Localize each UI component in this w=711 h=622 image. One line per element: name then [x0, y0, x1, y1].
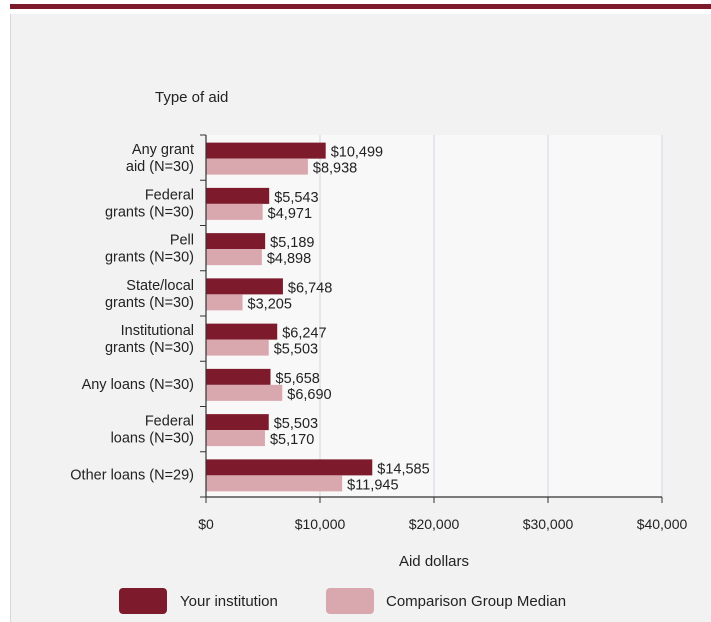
value-label: $6,247: [282, 326, 326, 342]
bar-your-institution: [206, 459, 373, 476]
top-rule: [10, 4, 711, 9]
bar-comparison-median: [206, 203, 263, 220]
bar-your-institution: [206, 368, 271, 385]
bar-comparison-median: [206, 249, 262, 266]
bar-your-institution: [206, 233, 266, 250]
bar-comparison-median: [206, 475, 343, 492]
category-label: Federal: [145, 414, 194, 430]
value-label: $5,658: [276, 371, 320, 387]
category-label: loans (N=30): [111, 431, 194, 447]
value-label: $5,503: [274, 342, 318, 358]
value-label: $5,189: [270, 235, 314, 251]
bar-your-institution: [206, 414, 269, 431]
value-label: $5,543: [274, 190, 318, 206]
bar-comparison-median: [206, 158, 308, 175]
value-label: $5,170: [270, 432, 314, 448]
legend-swatch-your-institution: [119, 588, 167, 614]
category-label: aid (N=30): [126, 159, 194, 175]
legend-label-comparison-median: Comparison Group Median: [386, 593, 566, 610]
x-tick-label: $10,000: [295, 516, 346, 532]
category-label: Pell: [170, 233, 194, 249]
y-axis-title: Type of aid: [155, 89, 228, 106]
bar-your-institution: [206, 278, 283, 295]
bar-comparison-median: [206, 294, 243, 311]
category-label: Any grant: [132, 142, 194, 158]
legend-label-your-institution: Your institution: [180, 593, 278, 610]
category-label: Any loans (N=30): [82, 377, 194, 393]
category-label: grants (N=30): [105, 295, 194, 311]
category-label: grants (N=30): [105, 204, 194, 220]
bar-comparison-median: [206, 384, 283, 401]
value-label: $6,748: [288, 280, 332, 296]
category-label: Federal: [145, 187, 194, 203]
x-tick-label: $40,000: [637, 516, 688, 532]
value-label: $8,938: [313, 161, 357, 177]
bar-your-institution: [206, 142, 326, 159]
value-label: $6,690: [287, 387, 331, 403]
value-label: $4,898: [267, 251, 311, 267]
x-tick-label: $0: [198, 516, 214, 532]
category-label: grants (N=30): [105, 340, 194, 356]
bar-your-institution: [206, 187, 270, 204]
value-label: $3,205: [248, 296, 292, 312]
category-label: Other loans (N=29): [70, 467, 194, 483]
category-label: Institutional: [121, 323, 194, 339]
value-label: $14,585: [377, 461, 429, 477]
x-axis-title: Aid dollars: [399, 553, 469, 570]
value-label: $10,499: [331, 145, 383, 161]
legend-swatch-comparison-median: [326, 588, 374, 614]
bar-your-institution: [206, 323, 278, 340]
value-label: $11,945: [347, 477, 398, 493]
x-tick-label: $30,000: [523, 516, 574, 532]
value-label: $4,971: [268, 206, 312, 222]
x-tick-label: $20,000: [409, 516, 460, 532]
bar-comparison-median: [206, 339, 269, 356]
category-label: State/local: [126, 278, 194, 294]
category-label: grants (N=30): [105, 250, 194, 266]
bar-comparison-median: [206, 430, 265, 447]
value-label: $5,503: [274, 416, 318, 432]
